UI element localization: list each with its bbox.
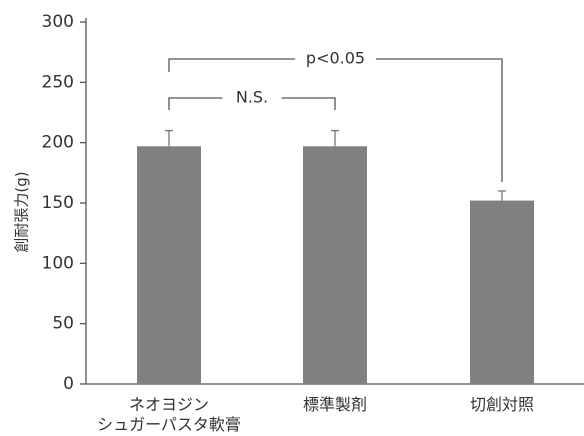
y-tick-label: 50	[52, 314, 74, 334]
y-tick-label: 150	[42, 193, 74, 213]
category-label: 切創対照	[470, 395, 534, 414]
category-label: 標準製剤	[303, 395, 367, 414]
y-axis-label: 創耐張力(g)	[13, 171, 31, 252]
y-tick-label: 300	[42, 12, 74, 32]
y-tick-label: 200	[42, 133, 74, 153]
significance-label: p<0.05	[306, 49, 365, 68]
significance-bracket	[168, 58, 503, 182]
y-tick-label: 250	[42, 72, 74, 92]
axes: 0 50 100 150 200 250 300	[42, 12, 584, 394]
y-tick-label: 100	[42, 253, 74, 273]
bar	[137, 146, 201, 384]
bar	[303, 146, 367, 384]
significance-bracket	[168, 97, 336, 110]
bar	[470, 200, 534, 384]
y-tick-label: 0	[63, 374, 74, 394]
category-label: ネオヨジン	[129, 395, 209, 414]
significance-annotations: N.S. p<0.05	[168, 49, 503, 182]
category-label: シュガーパスタ軟膏	[97, 415, 241, 434]
significance-label: N.S.	[236, 88, 268, 107]
